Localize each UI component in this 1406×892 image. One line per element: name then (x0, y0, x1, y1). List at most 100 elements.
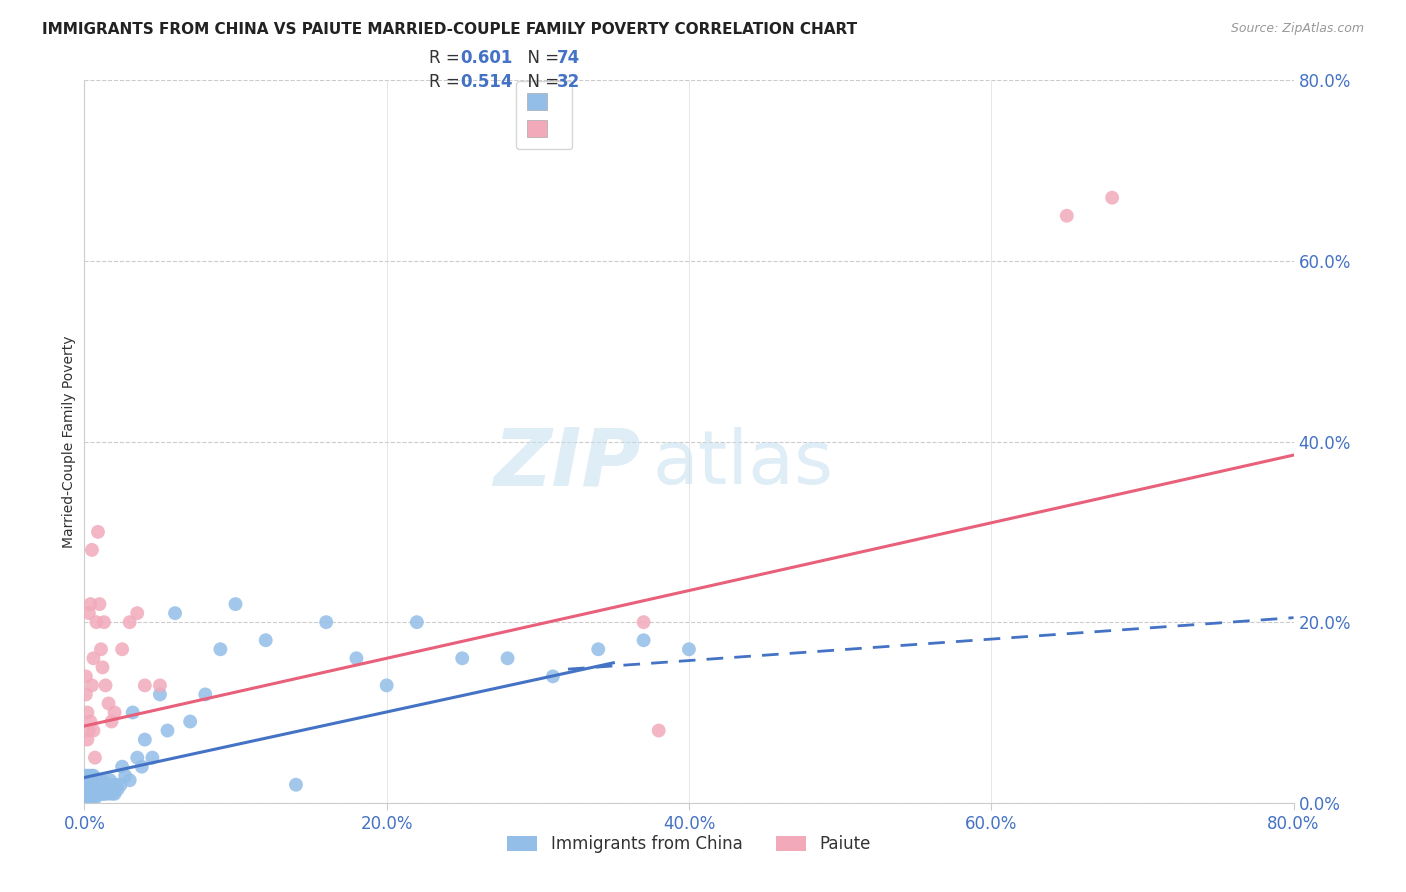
Point (1101, 191, 1123, 205)
Point (87, 524, 110, 539)
Point (127, 606, 149, 620)
Point (79, 778, 101, 792)
Point (315, 615, 337, 630)
Point (114, 769, 136, 783)
Text: 32: 32 (557, 73, 581, 91)
Point (111, 642, 134, 657)
Point (118, 615, 141, 630)
Point (101, 778, 124, 792)
Point (149, 687, 172, 701)
Point (89, 773, 111, 788)
Point (346, 651, 368, 665)
Point (127, 750, 149, 764)
Point (90, 778, 112, 792)
Point (82, 787, 104, 801)
Point (91, 660, 114, 674)
Point (131, 760, 153, 774)
Point (225, 597, 247, 611)
Point (89, 787, 111, 801)
Point (149, 678, 172, 692)
Point (75, 778, 97, 792)
Point (90, 787, 112, 801)
Point (84, 750, 107, 764)
Point (90, 642, 112, 657)
Point (100, 714, 122, 729)
Point (77, 778, 100, 792)
Point (100, 787, 122, 801)
Point (80, 542, 103, 557)
Point (75, 687, 97, 701)
Y-axis label: Married-Couple Family Poverty: Married-Couple Family Poverty (62, 335, 76, 548)
Text: 0.514: 0.514 (460, 73, 512, 91)
Point (79, 714, 101, 729)
Point (91, 773, 114, 788)
Point (541, 669, 564, 683)
Point (104, 706, 127, 720)
Point (375, 678, 398, 692)
Point (87, 787, 110, 801)
Point (156, 723, 179, 738)
Point (75, 669, 97, 683)
Point (84, 791, 107, 805)
Point (89, 782, 111, 797)
Point (118, 773, 141, 788)
Point (76, 706, 98, 720)
Point (107, 782, 129, 797)
Point (82, 769, 104, 783)
Point (93, 778, 115, 792)
Point (121, 706, 143, 720)
Point (76, 773, 98, 788)
Point (254, 633, 277, 648)
Point (588, 642, 610, 657)
Point (76, 732, 98, 747)
Text: ZIP: ZIP (494, 425, 641, 502)
Point (93, 787, 115, 801)
Point (80, 791, 103, 805)
Point (77, 769, 100, 783)
Point (633, 633, 655, 648)
Point (76, 787, 98, 801)
Point (84, 787, 107, 801)
Text: R =: R = (429, 73, 465, 91)
Point (80, 769, 103, 783)
Point (82, 651, 104, 665)
Point (406, 615, 429, 630)
Point (89, 597, 111, 611)
Point (96, 778, 118, 792)
Point (209, 642, 232, 657)
Point (82, 723, 104, 738)
Point (80, 678, 103, 692)
Text: 74: 74 (557, 49, 581, 67)
Point (105, 778, 128, 792)
Point (86, 782, 108, 797)
Point (104, 787, 127, 801)
Point (77, 791, 100, 805)
Point (93, 615, 115, 630)
Point (80, 787, 103, 801)
Point (86, 787, 108, 801)
Point (94, 678, 117, 692)
Point (79, 787, 101, 801)
Point (496, 651, 519, 665)
Point (94, 782, 117, 797)
Point (77, 787, 100, 801)
Point (98, 773, 121, 788)
Point (648, 723, 671, 738)
Point (84, 778, 107, 792)
Point (91, 787, 114, 801)
Point (134, 732, 156, 747)
Point (80, 778, 103, 792)
Point (97, 697, 120, 711)
Text: N =: N = (517, 73, 565, 91)
Point (86, 615, 108, 630)
Point (79, 791, 101, 805)
Text: N =: N = (517, 49, 565, 67)
Point (77, 723, 100, 738)
Legend: Immigrants from China, Paiute: Immigrants from China, Paiute (501, 828, 877, 860)
Point (165, 606, 187, 620)
Point (179, 714, 201, 729)
Point (82, 778, 104, 792)
Point (96, 787, 118, 801)
Point (76, 782, 98, 797)
Point (451, 651, 474, 665)
